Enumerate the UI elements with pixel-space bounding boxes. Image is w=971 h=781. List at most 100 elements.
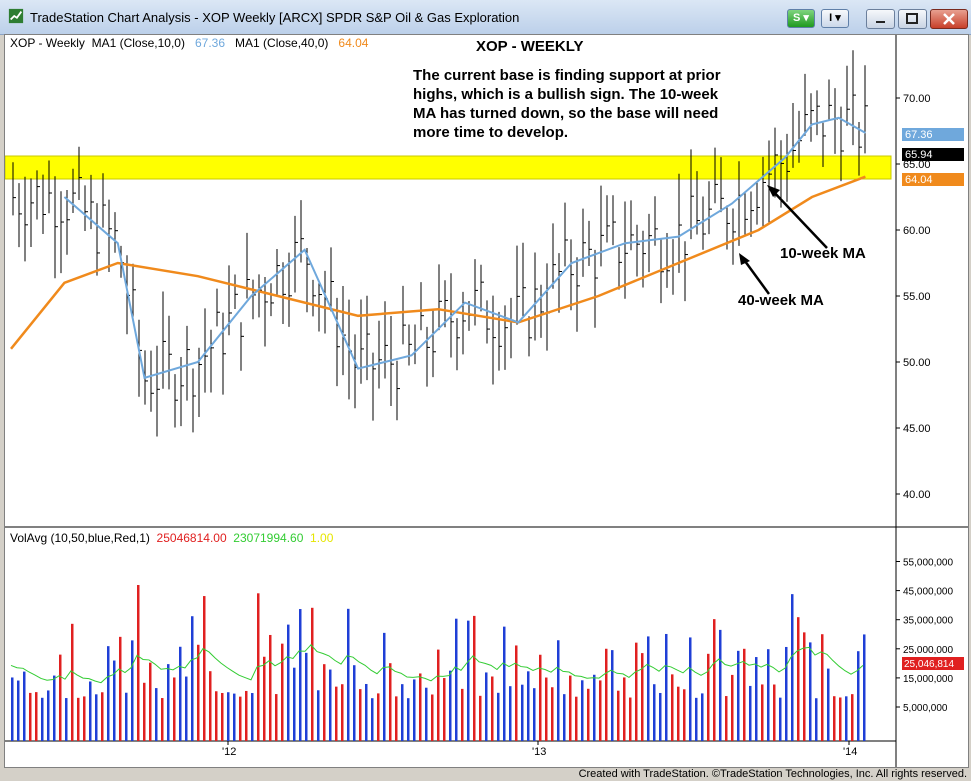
ma40-line xyxy=(10,175,866,350)
volume-bar xyxy=(377,693,380,741)
volume-bar xyxy=(761,684,764,741)
close-button[interactable] xyxy=(930,9,968,29)
volume-tick-label: 5,000,000 xyxy=(903,703,948,714)
arrowhead-40wk xyxy=(739,253,750,265)
volume-axis-ticks: 5,000,000 15,000,000 25,000,000 35,000,000 4… xyxy=(896,558,953,714)
volume-bar xyxy=(845,696,848,741)
window-title: TradeStation Chart Analysis - XOP Weekly… xyxy=(30,10,520,25)
volume-bar xyxy=(539,654,542,741)
volume-bar xyxy=(647,636,650,741)
ma10-line xyxy=(63,116,866,380)
volume-bar xyxy=(575,696,578,741)
volume-tick-label: 45,000,000 xyxy=(903,587,953,598)
volume-bar xyxy=(431,694,434,741)
volume-tick-label: 25,000,000 xyxy=(903,645,953,656)
volume-bar xyxy=(665,633,668,741)
volume-bar xyxy=(755,657,758,741)
arrow-40wk xyxy=(740,256,771,295)
volume-bar xyxy=(125,692,128,741)
symbol-label: XOP - Weekly xyxy=(10,36,85,50)
price-axis-ticks: 40.00 45.00 50.00 55.00 60.00 65.00 70.00 xyxy=(896,93,931,501)
volume-bar xyxy=(11,677,14,741)
volume-bar xyxy=(617,690,620,741)
volume-bar xyxy=(113,660,116,741)
support-band xyxy=(5,155,892,180)
arrow-10wk xyxy=(770,188,828,249)
volume-bar xyxy=(359,689,362,741)
volume-bar xyxy=(191,616,194,741)
volume-bar xyxy=(317,690,320,741)
volume-bar xyxy=(365,683,368,741)
volume-bar xyxy=(407,698,410,741)
volume-bar xyxy=(773,684,776,741)
ma10-legend-value: 67.36 xyxy=(194,36,226,50)
volume-bar xyxy=(455,618,458,741)
volume-bar xyxy=(611,650,614,741)
volume-bar xyxy=(179,646,182,741)
chart-area[interactable]: 40.00 45.00 50.00 55.00 60.00 65.00 70.00 5,00… xyxy=(4,34,969,768)
volume-bar xyxy=(863,634,866,741)
volume-bar xyxy=(275,694,278,741)
volume-bar xyxy=(389,663,392,741)
volume-bar xyxy=(749,685,752,741)
volume-legend-v3: 1.00 xyxy=(310,531,334,545)
volume-bar xyxy=(485,672,488,741)
volume-bar xyxy=(425,687,428,741)
volume-bar xyxy=(203,596,206,741)
tag-last-bg xyxy=(902,148,964,161)
volume-bar xyxy=(35,692,38,741)
volume-bar xyxy=(701,693,704,741)
volume-bar xyxy=(329,669,332,741)
volume-bar xyxy=(437,649,440,741)
label-40-week-ma: 40-week MA xyxy=(738,292,824,309)
maximize-button[interactable] xyxy=(898,9,927,29)
volume-bar xyxy=(233,693,236,741)
volume-bar xyxy=(119,636,122,741)
label-10-week-ma: 10-week MA xyxy=(780,245,866,262)
volume-bar xyxy=(473,615,476,741)
volume-bar xyxy=(239,696,242,741)
volume-bar xyxy=(167,664,170,741)
price-tick-label: 65.00 xyxy=(903,159,931,171)
volume-bar xyxy=(695,697,698,741)
volume-bar xyxy=(449,670,452,741)
tag-ma10: 67.36 xyxy=(905,129,933,141)
volume-bar xyxy=(803,632,806,741)
volume-bar xyxy=(227,692,230,741)
strategy-s-button[interactable]: S ▾ xyxy=(787,9,815,28)
volume-bar xyxy=(281,643,284,741)
volume-bar xyxy=(641,653,644,741)
volume-bar xyxy=(347,608,350,741)
indicator-i-button[interactable]: I ▾ xyxy=(821,9,849,28)
x-tick-14: '14 xyxy=(843,746,857,758)
volume-bar xyxy=(707,653,710,741)
price-volume-chart[interactable]: 40.00 45.00 50.00 55.00 60.00 65.00 70.00 5,00… xyxy=(5,35,968,767)
volume-bar xyxy=(839,697,842,741)
volume-tick-label: 35,000,000 xyxy=(903,616,953,627)
price-tick-label: 40.00 xyxy=(903,489,931,501)
volume-bar xyxy=(791,594,794,741)
volume-bar xyxy=(353,665,356,741)
volume-bar xyxy=(269,634,272,741)
volume-bar xyxy=(185,676,188,741)
volume-bar xyxy=(341,684,344,741)
volume-bar xyxy=(731,674,734,741)
volume-bar xyxy=(827,668,830,741)
volume-bar xyxy=(467,620,470,741)
tag-ma40-bg xyxy=(902,173,964,186)
volume-bar xyxy=(143,682,146,741)
minimize-button[interactable] xyxy=(866,9,895,29)
volume-tick-label: 55,000,000 xyxy=(903,558,953,569)
volume-bar xyxy=(623,677,626,741)
volume-bar xyxy=(737,650,740,741)
volume-bar xyxy=(149,662,152,741)
volume-bar xyxy=(515,645,518,741)
volume-bar xyxy=(581,680,584,741)
volume-bar xyxy=(245,690,248,741)
volume-bar xyxy=(833,696,836,741)
volume-bar xyxy=(395,696,398,741)
volume-bar xyxy=(155,688,158,741)
volume-bar xyxy=(671,674,674,741)
volume-bar xyxy=(767,649,770,741)
tag-volume-bg xyxy=(902,657,964,670)
